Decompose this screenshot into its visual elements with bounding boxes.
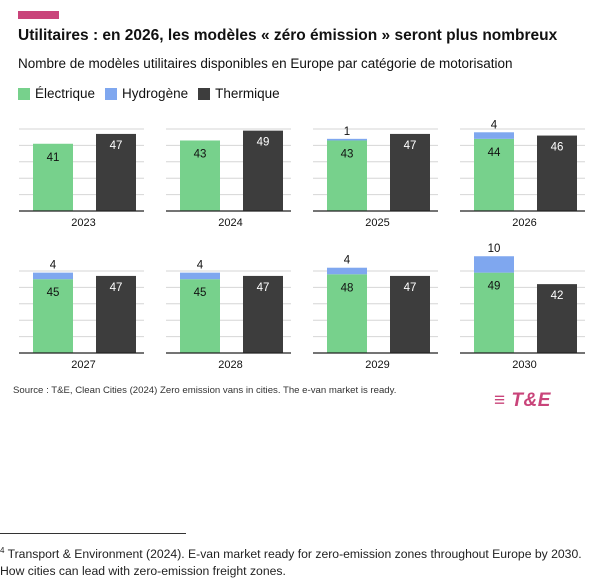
year-label-2028: 2028	[218, 359, 242, 371]
label-hydrogene-2025: 1	[344, 126, 350, 138]
bar-hydrogene-2030	[474, 256, 514, 273]
legend-item-hydrogene: Hydrogène	[105, 86, 188, 101]
year-label-2024: 2024	[218, 217, 242, 229]
te-logo: ≡ T&E	[494, 390, 551, 412]
label-hydrogene-2030: 10	[488, 243, 501, 255]
bar-electrique-2024	[180, 140, 220, 211]
bar-thermique-2026	[537, 135, 577, 211]
year-label-2027: 2027	[71, 359, 95, 371]
accent-bar	[18, 11, 59, 19]
bar-hydrogene-2029	[327, 267, 367, 275]
chart-subtitle: Nombre de modèles utilitaires disponible…	[18, 56, 513, 71]
label-electrique-2023: 41	[47, 152, 60, 164]
logo-stripes-icon: ≡	[494, 390, 506, 411]
bar-thermique-2023	[96, 133, 136, 211]
label-thermique-2025: 47	[404, 140, 417, 152]
bar-thermique-2028	[243, 275, 283, 353]
bar-electrique-2025	[327, 140, 367, 211]
footnote: 4 Transport & Environment (2024). E-van …	[0, 542, 600, 580]
bar-electrique-2028	[180, 279, 220, 353]
legend-label-electrique: Électrique	[35, 86, 96, 101]
legend-swatch-electrique	[18, 87, 30, 100]
footnote-marker: 4	[0, 546, 5, 555]
legend-item-thermique: Thermique	[198, 86, 280, 101]
label-hydrogene-2027: 4	[50, 260, 57, 272]
label-hydrogene-2029: 4	[344, 255, 351, 267]
label-thermique-2028: 47	[257, 282, 270, 294]
year-label-2023: 2023	[71, 217, 95, 229]
label-electrique-2027: 45	[47, 287, 60, 299]
bar-hydrogene-2028	[180, 272, 220, 280]
bar-thermique-2025	[390, 133, 430, 211]
bar-thermique-2024	[243, 130, 283, 211]
bar-electrique-2030	[474, 272, 514, 353]
year-label-2030: 2030	[512, 359, 536, 371]
legend-swatch-hydrogene	[105, 87, 118, 100]
label-electrique-2028: 45	[194, 287, 207, 299]
bar-thermique-2029	[390, 275, 430, 353]
bar-hydrogene-2026	[474, 132, 514, 139]
logo-text: T&E	[511, 390, 551, 411]
legend-label-thermique: Thermique	[215, 86, 280, 101]
label-thermique-2024: 49	[257, 137, 270, 149]
source-note: Source : T&E, Clean Cities (2024) Zero e…	[13, 385, 397, 396]
bar-hydrogene-2027	[33, 272, 73, 280]
legend: Électrique Hydrogène Thermique	[18, 86, 280, 101]
year-label-2029: 2029	[365, 359, 389, 371]
label-electrique-2024: 43	[194, 148, 207, 160]
legend-label-hydrogene: Hydrogène	[122, 86, 189, 101]
footnote-divider	[0, 533, 186, 534]
label-thermique-2027: 47	[110, 282, 123, 294]
bar-electrique-2029	[327, 274, 367, 353]
label-electrique-2026: 44	[488, 147, 501, 159]
label-electrique-2025: 43	[341, 148, 354, 160]
label-thermique-2029: 47	[404, 282, 417, 294]
year-label-2025: 2025	[365, 217, 389, 229]
bar-electrique-2027	[33, 279, 73, 353]
label-thermique-2023: 47	[110, 140, 123, 152]
label-hydrogene-2026: 4	[491, 119, 498, 131]
legend-swatch-thermique	[198, 87, 211, 100]
chart-title: Utilitaires : en 2026, les modèles « zér…	[18, 27, 558, 44]
year-label-2026: 2026	[512, 217, 536, 229]
bar-electrique-2023	[33, 143, 73, 211]
label-electrique-2029: 48	[341, 282, 354, 294]
chart-panels: 4147202343492024431472025444462026454472…	[19, 119, 585, 371]
footnote-text: Transport & Environment (2024). E-van ma…	[0, 547, 582, 579]
label-electrique-2030: 49	[488, 281, 501, 293]
label-thermique-2030: 42	[551, 290, 564, 302]
bar-electrique-2026	[474, 138, 514, 211]
bar-thermique-2027	[96, 275, 136, 353]
legend-item-electrique: Électrique	[18, 86, 95, 101]
bar-thermique-2030	[537, 284, 577, 353]
label-hydrogene-2028: 4	[197, 260, 204, 272]
bar-hydrogene-2025	[327, 138, 367, 141]
label-thermique-2026: 46	[551, 142, 564, 154]
